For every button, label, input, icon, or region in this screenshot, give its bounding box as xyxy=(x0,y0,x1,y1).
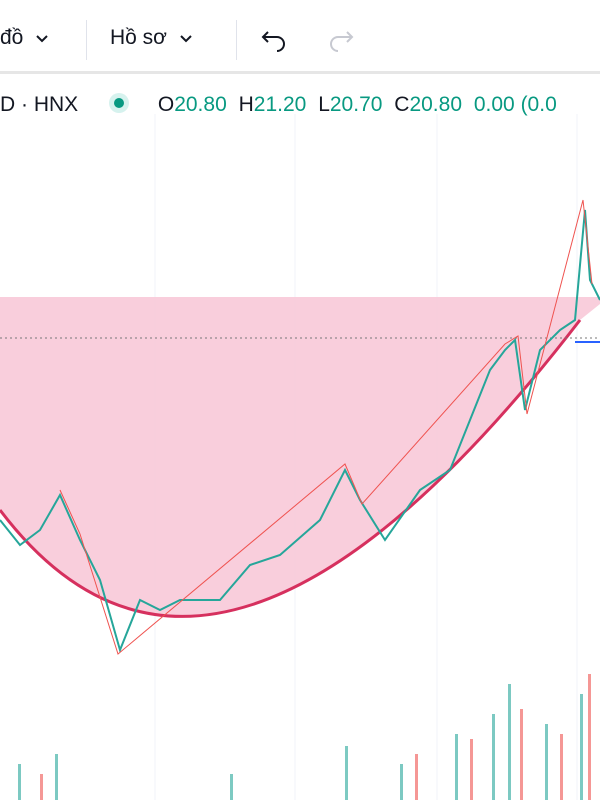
legend: D · HNX O20.80 H21.20 L20.70 C20.80 0.00… xyxy=(0,92,557,117)
price-series-down xyxy=(59,199,593,655)
symbol: D · HNX xyxy=(0,93,79,116)
low-label: L xyxy=(318,93,330,116)
change-value: 0.00 (0.0 xyxy=(473,93,557,116)
high-value: 21.20 xyxy=(253,93,307,116)
profile-menu-label: Hồ sơ xyxy=(110,26,167,49)
status-dot xyxy=(109,93,130,113)
close-label: C xyxy=(394,93,410,116)
separator xyxy=(236,20,237,60)
toolbar: đồ Hồ sơ xyxy=(0,0,600,74)
high-label: H xyxy=(238,93,254,116)
undo-button[interactable] xyxy=(260,28,290,52)
cup-curve xyxy=(0,319,582,618)
low-value: 20.70 xyxy=(329,93,383,116)
open-value: 20.80 xyxy=(174,93,227,116)
redo-button[interactable] xyxy=(325,28,355,52)
chart-menu[interactable]: đồ xyxy=(0,26,49,50)
close-value: 20.80 xyxy=(409,93,463,116)
chevron xyxy=(180,35,192,43)
volume-bars-down xyxy=(40,674,591,800)
chevron xyxy=(36,35,48,43)
open-label: O xyxy=(157,93,175,116)
price-series xyxy=(0,209,600,654)
chart xyxy=(0,114,600,800)
chart-menu-label: đồ xyxy=(0,26,24,49)
pattern-fill xyxy=(0,297,600,617)
separator xyxy=(86,20,87,60)
profile-menu[interactable]: Hồ sơ xyxy=(110,26,193,50)
volume-bars xyxy=(18,684,583,800)
